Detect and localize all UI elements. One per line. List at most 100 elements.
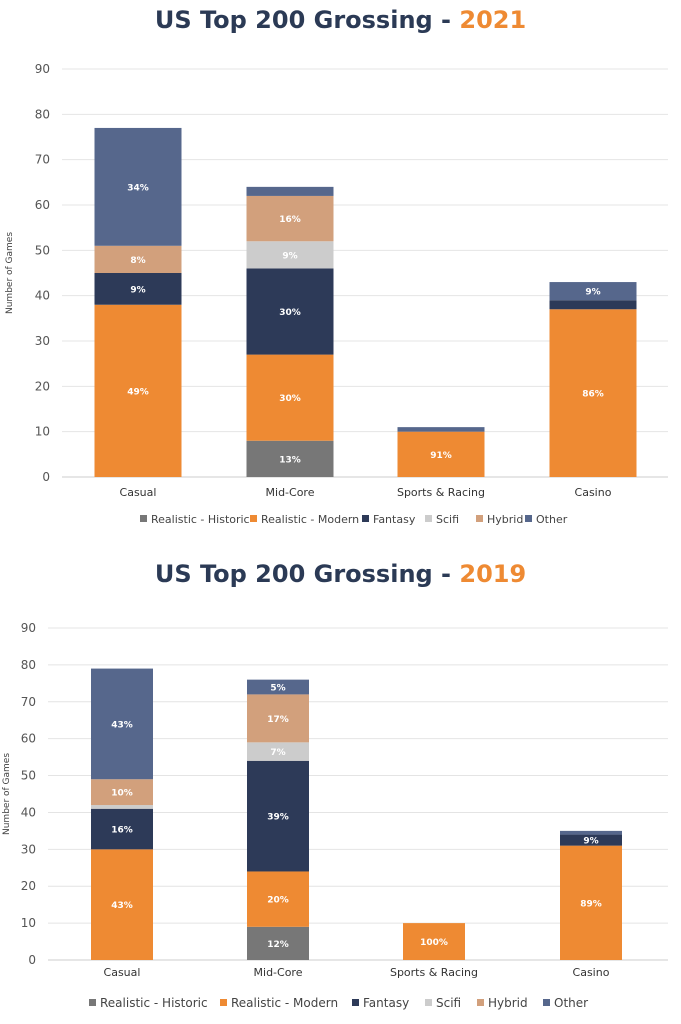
bar-segment — [91, 805, 153, 809]
bar-segment — [91, 808, 153, 850]
data-label: 100% — [420, 938, 448, 948]
y-tick-label: 30 — [21, 842, 36, 856]
legend-entry: Realistic - Modern — [261, 513, 359, 526]
legend-swatch — [352, 999, 359, 1006]
legend-entry: Realistic - Historic — [100, 996, 208, 1010]
bar-segment — [560, 845, 622, 960]
data-label: 7% — [270, 748, 285, 758]
legend-swatch — [140, 515, 147, 522]
data-label: 20% — [267, 896, 289, 906]
data-label: 5% — [270, 684, 285, 694]
legend-entry: Scifi — [436, 996, 461, 1010]
y-tick-label: 50 — [21, 769, 36, 783]
legend-entry: Other — [536, 513, 568, 526]
y-tick-label: 20 — [21, 879, 36, 893]
x-category-label: Casual — [104, 966, 141, 979]
legend-swatch — [476, 515, 483, 522]
bar-segment — [549, 282, 637, 301]
chart-title-2019: US Top 200 Grossing - 2019 — [0, 560, 681, 588]
chart-title-year: 2019 — [459, 560, 527, 588]
bar-segment — [94, 245, 182, 273]
y-tick-label: 60 — [21, 732, 36, 746]
bar-segment — [560, 830, 622, 835]
x-category-label: Casino — [573, 966, 610, 979]
legend-entry: Other — [554, 996, 588, 1010]
data-label: 43% — [111, 720, 133, 730]
data-label: 30% — [279, 394, 301, 404]
x-category-label: Mid-Core — [254, 966, 303, 979]
bar-segment — [246, 440, 334, 477]
y-tick-label: 10 — [35, 425, 50, 439]
y-tick-label: 80 — [21, 658, 36, 672]
legend-entry: Fantasy — [373, 513, 416, 526]
chart-title-2021: US Top 200 Grossing - 2021 — [0, 6, 681, 34]
data-label: 9% — [583, 837, 598, 847]
y-tick-label: 0 — [28, 953, 36, 967]
legend-swatch — [362, 515, 369, 522]
chart-title-year: 2021 — [459, 6, 527, 34]
data-label: 49% — [127, 387, 149, 397]
bar-segment — [247, 742, 309, 761]
y-tick-label: 0 — [42, 470, 50, 484]
legend-swatch — [477, 999, 484, 1006]
y-axis-label: Number of Games — [2, 753, 12, 835]
bar-segment — [247, 760, 309, 872]
data-label: 9% — [282, 251, 297, 261]
y-tick-label: 30 — [35, 334, 50, 348]
data-label: 16% — [111, 826, 133, 836]
data-label: 9% — [130, 285, 145, 295]
x-category-label: Casual — [120, 486, 157, 499]
chart-title-main: US Top 200 Grossing - — [154, 560, 460, 588]
y-tick-label: 60 — [35, 198, 50, 212]
data-label: 43% — [111, 901, 133, 911]
bar-segment — [247, 679, 309, 695]
x-category-label: Mid-Core — [266, 486, 315, 499]
bar-segment — [397, 431, 485, 477]
bar-segment — [549, 309, 637, 477]
bar-segment — [247, 694, 309, 743]
data-label: 17% — [267, 715, 289, 725]
data-label: 30% — [279, 308, 301, 318]
chart-2021: 0 10 20 30 40 50 60 70 80 90 Number of Games 49% 9% 8… — [5, 62, 668, 526]
bar-segment — [91, 668, 153, 780]
data-label: 34% — [127, 183, 149, 193]
bar-segment — [91, 779, 153, 806]
y-tick-label: 40 — [21, 805, 36, 819]
legend-entry: Fantasy — [363, 996, 409, 1010]
y-tick-label: 70 — [21, 695, 36, 709]
legend-entry: Realistic - Modern — [231, 996, 338, 1010]
legend-swatch — [220, 999, 227, 1006]
y-tick-label: 10 — [21, 916, 36, 930]
data-label: 13% — [279, 455, 301, 465]
bar-segment — [91, 849, 153, 960]
data-label: 10% — [111, 789, 133, 799]
bar-segment — [247, 871, 309, 927]
data-label: 89% — [580, 899, 602, 909]
legend-swatch — [425, 515, 432, 522]
bar-segment — [549, 300, 637, 310]
y-tick-label: 50 — [35, 243, 50, 257]
legend-swatch — [525, 515, 532, 522]
legend-swatch — [89, 999, 96, 1006]
legend-entry: Hybrid — [488, 996, 528, 1010]
y-tick-label: 80 — [35, 107, 50, 121]
bar-segment — [246, 268, 334, 355]
chart-title-main: US Top 200 Grossing - — [154, 6, 460, 34]
data-label: 86% — [582, 390, 604, 400]
legend-swatch — [425, 999, 432, 1006]
bar-segment — [246, 354, 334, 441]
bar-segment — [397, 427, 485, 432]
x-category-label: Casino — [575, 486, 612, 499]
bar-segment — [247, 926, 309, 960]
y-tick-label: 20 — [35, 379, 50, 393]
legend-swatch — [250, 515, 257, 522]
y-tick-label: 70 — [35, 153, 50, 167]
bar-segment — [246, 186, 334, 196]
legend-swatch — [543, 999, 550, 1006]
y-axis-label: Number of Games — [5, 232, 15, 314]
x-category-label: Sports & Racing — [397, 486, 485, 499]
bar-segment — [246, 195, 334, 242]
bar-segment — [560, 834, 622, 846]
data-label: 9% — [585, 288, 600, 298]
legend-entry: Scifi — [436, 513, 459, 526]
